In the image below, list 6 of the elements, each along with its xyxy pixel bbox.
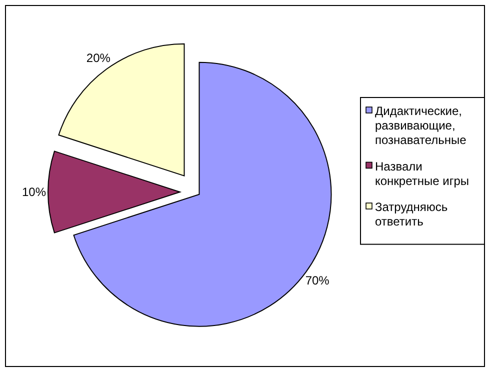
data-label: 70%: [305, 273, 330, 288]
legend-label: Затрудняюсь ответить: [375, 200, 448, 229]
data-label: 20%: [86, 50, 111, 65]
legend-label: Дидактические, развивающие, познавательные: [375, 104, 467, 147]
legend-label: Назвали конкретные игры: [375, 159, 470, 188]
data-label: 10%: [22, 185, 46, 200]
